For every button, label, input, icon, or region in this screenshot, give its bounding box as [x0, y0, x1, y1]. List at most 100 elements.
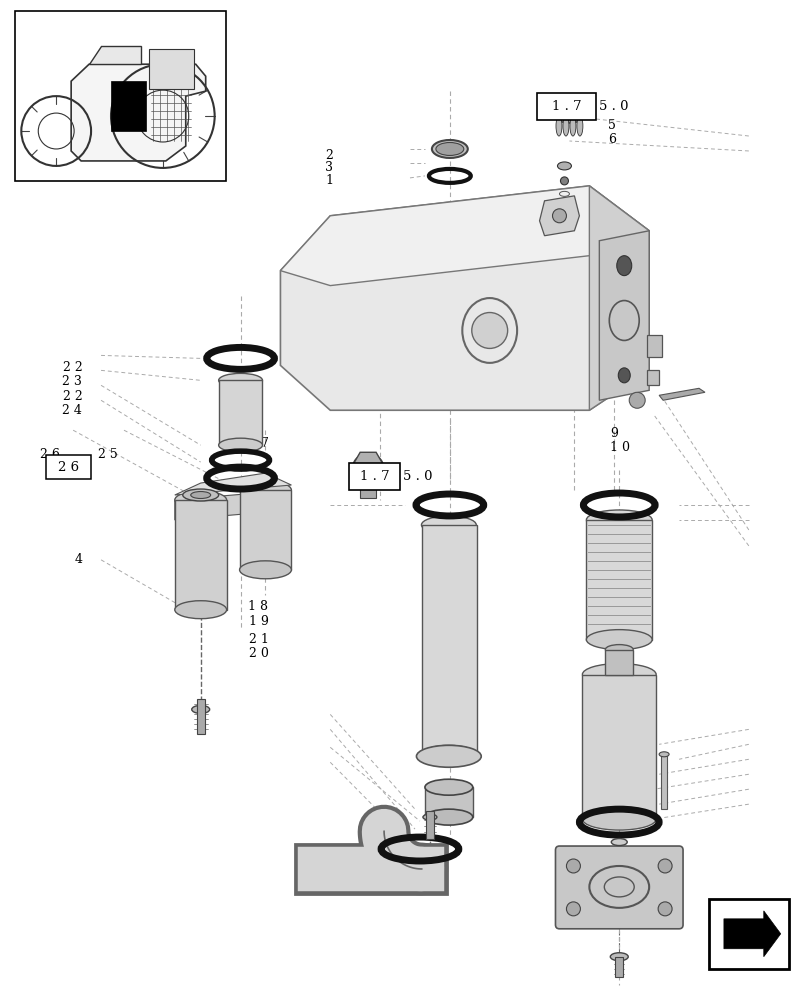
Ellipse shape [581, 808, 655, 830]
Bar [360, 478, 375, 498]
Text: 1: 1 [324, 174, 333, 187]
Text: 3: 3 [324, 161, 333, 174]
Ellipse shape [239, 481, 291, 499]
Polygon shape [111, 81, 146, 131]
Ellipse shape [659, 752, 668, 757]
Bar [615, 957, 623, 977]
Text: 1 . 7: 1 . 7 [551, 100, 581, 113]
Ellipse shape [617, 368, 629, 383]
Ellipse shape [569, 116, 575, 136]
Text: 1 . 7: 1 . 7 [359, 470, 389, 483]
Circle shape [629, 392, 645, 408]
Text: 5 . 0: 5 . 0 [598, 100, 628, 113]
Polygon shape [280, 186, 648, 286]
Circle shape [566, 859, 580, 873]
Text: 1 0: 1 0 [609, 441, 629, 454]
Ellipse shape [610, 953, 628, 961]
Polygon shape [174, 490, 291, 520]
Ellipse shape [182, 489, 218, 501]
Ellipse shape [576, 116, 582, 136]
Ellipse shape [191, 705, 209, 713]
Bar [646, 335, 661, 357]
Text: 1 6: 1 6 [609, 777, 629, 790]
Text: 1 4: 1 4 [609, 735, 629, 748]
Text: 5: 5 [607, 119, 616, 132]
Ellipse shape [424, 809, 472, 825]
Text: 1 8: 1 8 [248, 600, 268, 613]
Bar [196, 699, 204, 734]
Bar [422, 525, 476, 754]
Circle shape [471, 313, 507, 348]
Ellipse shape [586, 630, 651, 650]
Ellipse shape [555, 109, 582, 123]
Bar [46, 455, 91, 479]
Text: 2 0: 2 0 [248, 647, 268, 660]
Ellipse shape [421, 516, 476, 534]
Circle shape [658, 902, 672, 916]
Bar [239, 490, 291, 570]
Circle shape [551, 209, 566, 223]
Ellipse shape [353, 454, 383, 478]
Text: 1 1: 1 1 [609, 707, 629, 720]
Polygon shape [174, 473, 291, 495]
Polygon shape [589, 186, 648, 410]
Ellipse shape [556, 116, 561, 136]
Polygon shape [352, 452, 384, 480]
Ellipse shape [557, 162, 571, 170]
Bar [660, 754, 667, 809]
Text: 1 2: 1 2 [609, 749, 629, 762]
Ellipse shape [218, 373, 262, 387]
Circle shape [658, 859, 672, 873]
Ellipse shape [191, 492, 210, 499]
Text: 1 5: 1 5 [609, 763, 629, 776]
Ellipse shape [562, 116, 569, 136]
Text: 1 3: 1 3 [609, 721, 629, 734]
Ellipse shape [436, 142, 463, 155]
Bar [15, 11, 225, 181]
Ellipse shape [416, 745, 481, 767]
Text: 2 5: 2 5 [98, 448, 118, 461]
Polygon shape [599, 231, 648, 400]
Text: 9: 9 [609, 427, 617, 440]
Bar [708, 899, 787, 969]
Text: 2 1: 2 1 [248, 633, 268, 646]
Text: 2 2: 2 2 [62, 361, 82, 374]
Text: 5 . 0: 5 . 0 [402, 470, 431, 483]
Bar [604, 650, 633, 675]
Text: 2 2: 2 2 [62, 390, 82, 403]
Bar [426, 811, 433, 839]
Ellipse shape [431, 140, 467, 158]
Polygon shape [723, 911, 779, 957]
Text: 2 6: 2 6 [40, 448, 59, 461]
Text: 1 9: 1 9 [248, 615, 268, 628]
Ellipse shape [239, 561, 291, 579]
Bar [586, 520, 651, 640]
Bar [424, 787, 472, 817]
Ellipse shape [424, 779, 472, 795]
Bar [349, 463, 400, 490]
Ellipse shape [218, 438, 262, 452]
Ellipse shape [604, 645, 633, 655]
Bar [536, 93, 595, 120]
Polygon shape [280, 186, 648, 410]
Polygon shape [539, 196, 579, 236]
Bar [581, 675, 655, 819]
Text: 4: 4 [75, 553, 82, 566]
Bar [174, 500, 226, 610]
Text: 2 4: 2 4 [62, 404, 82, 417]
Polygon shape [659, 388, 704, 400]
Ellipse shape [174, 491, 226, 509]
Ellipse shape [423, 814, 436, 820]
Ellipse shape [611, 839, 626, 846]
Ellipse shape [586, 510, 651, 530]
Text: 2: 2 [325, 149, 333, 162]
Ellipse shape [421, 745, 476, 763]
Bar [218, 380, 262, 445]
Polygon shape [89, 46, 141, 64]
Text: 6: 6 [607, 133, 616, 146]
Circle shape [566, 902, 580, 916]
Ellipse shape [581, 664, 655, 685]
FancyBboxPatch shape [555, 846, 682, 929]
Text: 8: 8 [609, 357, 617, 370]
Text: 2 6: 2 6 [58, 461, 79, 474]
